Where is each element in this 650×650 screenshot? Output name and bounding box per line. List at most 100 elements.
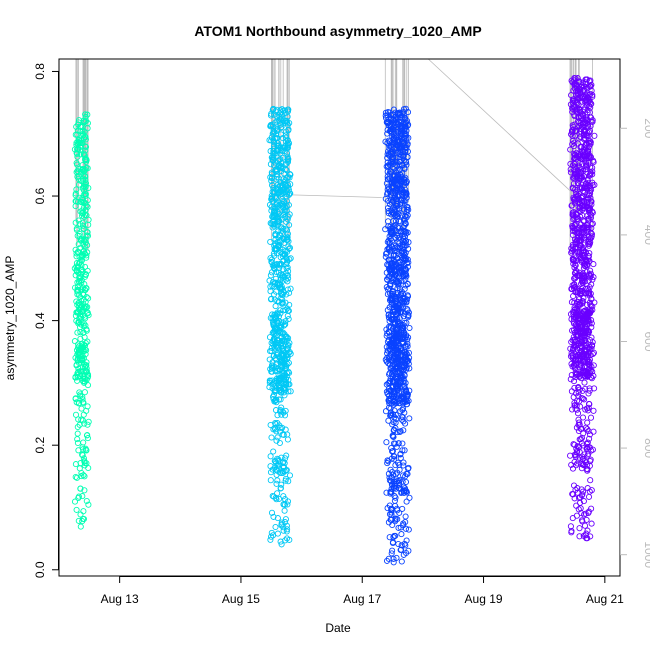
data-point	[277, 329, 284, 337]
data-point	[272, 231, 279, 239]
trace-connector	[291, 194, 385, 198]
data-point	[272, 275, 279, 282]
data-point	[405, 334, 412, 341]
data-point	[285, 368, 292, 375]
data-point	[81, 458, 88, 465]
data-point	[279, 469, 287, 476]
data-point	[278, 160, 285, 167]
data-point	[589, 93, 596, 100]
data-point	[80, 296, 87, 303]
data-point	[74, 153, 81, 160]
data-point	[273, 343, 280, 350]
data-point	[572, 486, 579, 493]
data-point	[568, 131, 575, 138]
data-point	[574, 410, 582, 417]
data-point	[578, 517, 586, 524]
data-point	[403, 388, 410, 395]
x-axis-label: Date	[325, 621, 351, 635]
data-point	[79, 356, 86, 363]
data-point	[393, 232, 400, 239]
data-point	[587, 414, 595, 421]
data-point	[386, 188, 394, 195]
data-point	[271, 261, 279, 268]
data-point	[392, 161, 399, 168]
data-point	[580, 272, 587, 279]
data-point	[383, 163, 390, 170]
data-point	[268, 256, 276, 263]
data-point	[78, 257, 86, 264]
data-point	[280, 347, 287, 354]
data-point	[386, 239, 393, 246]
data-point	[274, 530, 281, 537]
data-point	[571, 170, 578, 178]
data-point	[573, 88, 580, 95]
trace-lines	[75, 58, 593, 262]
data-point	[389, 289, 397, 296]
data-point	[576, 272, 583, 279]
data-point	[399, 149, 406, 156]
data-point	[76, 230, 83, 238]
data-point	[85, 464, 92, 472]
data-point	[406, 494, 413, 501]
data-point	[394, 331, 401, 339]
data-point	[569, 185, 576, 192]
data-point	[386, 142, 393, 149]
data-point	[280, 524, 287, 531]
data-point	[388, 129, 395, 136]
data-point	[73, 399, 80, 406]
data-point	[587, 458, 594, 465]
data-point	[568, 299, 575, 306]
data-point	[586, 435, 593, 442]
data-point	[284, 272, 291, 279]
data-point	[83, 447, 90, 454]
data-point	[271, 242, 278, 249]
data-point	[77, 335, 84, 342]
data-point	[569, 79, 576, 86]
data-point	[577, 425, 584, 432]
data-point	[278, 109, 285, 116]
data-point	[389, 521, 396, 529]
data-point	[84, 421, 91, 428]
data-point	[85, 418, 92, 425]
data-point	[585, 361, 592, 368]
data-point	[84, 125, 91, 132]
data-point	[387, 516, 394, 523]
data-point	[391, 480, 398, 487]
data-point	[574, 237, 581, 244]
data-point	[586, 171, 593, 178]
data-point	[273, 201, 280, 208]
data-point	[277, 310, 284, 317]
data-point	[586, 385, 593, 392]
data-point	[577, 436, 584, 443]
data-point	[586, 431, 594, 438]
data-point	[388, 296, 395, 303]
data-point	[576, 533, 583, 540]
data-point	[384, 291, 391, 298]
data-point	[82, 322, 89, 329]
y-tick-label: 0.8	[33, 63, 47, 80]
data-point	[389, 539, 396, 547]
data-point	[403, 498, 410, 505]
data-point	[272, 397, 279, 404]
data-point	[267, 463, 274, 470]
data-point	[73, 260, 80, 267]
data-point	[400, 551, 407, 558]
data-point	[401, 201, 408, 208]
data-point	[401, 362, 408, 369]
trace-connector	[427, 58, 578, 198]
data-point	[581, 333, 588, 340]
x-axis: Aug 13 Aug 15 Aug 17 Aug 19 Aug 21	[101, 576, 624, 606]
data-point	[267, 536, 274, 543]
data-point	[398, 489, 405, 497]
data-point	[282, 204, 289, 211]
data-point	[590, 261, 597, 268]
data-point	[82, 111, 89, 118]
data-point	[73, 474, 81, 481]
data-point	[267, 238, 274, 245]
data-point	[400, 520, 407, 527]
data-point	[578, 440, 586, 447]
data-point	[81, 118, 88, 125]
data-point	[85, 501, 92, 508]
data-point	[388, 509, 395, 516]
data-point	[71, 498, 79, 505]
